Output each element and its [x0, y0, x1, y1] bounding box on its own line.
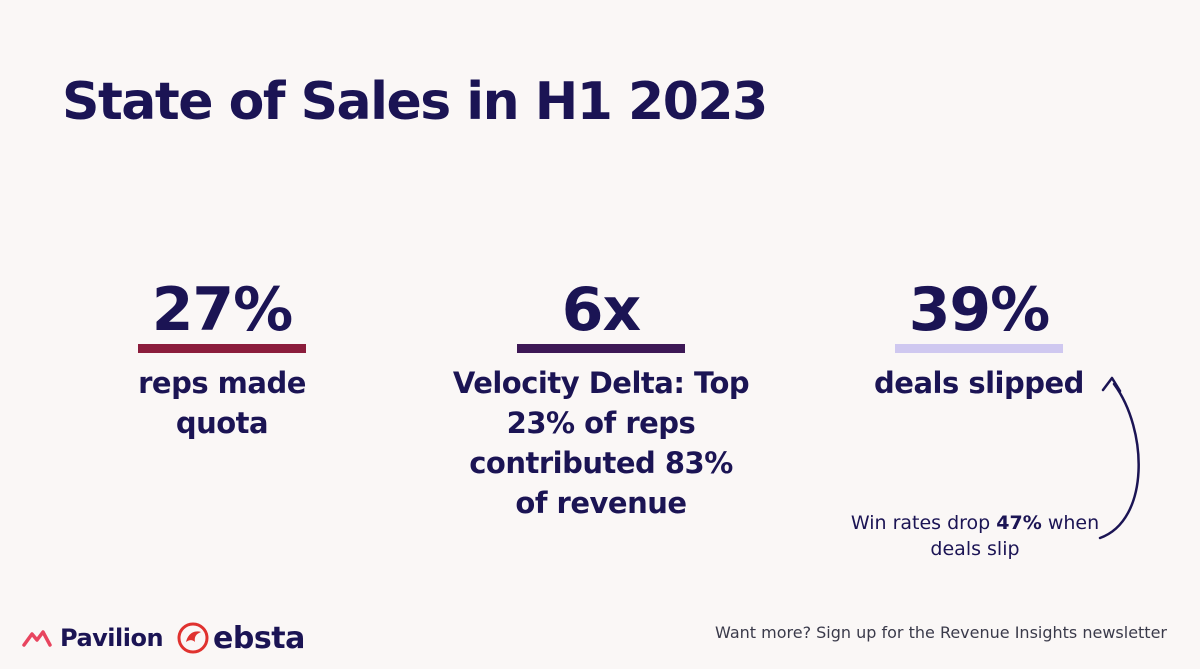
stat-underline	[517, 344, 685, 353]
stat-underline	[895, 344, 1063, 353]
win-rate-note: Win rates drop 47% when deals slip	[850, 510, 1100, 562]
stat-label: deals slipped	[874, 366, 1084, 400]
stat-card-velocity: 6x Velocity Delta: Top 23% of reps contr…	[451, 278, 751, 523]
pavilion-logo-icon	[22, 630, 52, 647]
partner-logos: Pavilion ebsta	[22, 618, 305, 658]
page-title: State of Sales in H1 2023	[62, 72, 768, 132]
stat-value: 39%	[908, 275, 1051, 345]
pavilion-logo-text: Pavilion	[60, 624, 164, 652]
note-suffix: when deals slip	[930, 512, 1100, 560]
curved-arrow-icon	[1098, 376, 1140, 540]
stat-value: 27%	[151, 275, 294, 345]
ebsta-logo-icon	[177, 622, 209, 654]
note-highlight: 47%	[996, 512, 1042, 534]
stat-label: reps made quota	[138, 366, 306, 440]
ebsta-logo-text: ebsta	[213, 620, 305, 656]
stat-value: 6x	[561, 275, 641, 345]
newsletter-cta[interactable]: Want more? Sign up for the Revenue Insig…	[715, 623, 1167, 642]
stat-underline	[138, 344, 306, 353]
stat-label: Velocity Delta: Top 23% of reps contribu…	[452, 366, 750, 520]
stat-card-quota: 27% reps made quota	[72, 278, 372, 443]
stat-card-slipped: 39% deals slipped	[829, 278, 1129, 403]
note-prefix: Win rates drop	[850, 512, 997, 534]
